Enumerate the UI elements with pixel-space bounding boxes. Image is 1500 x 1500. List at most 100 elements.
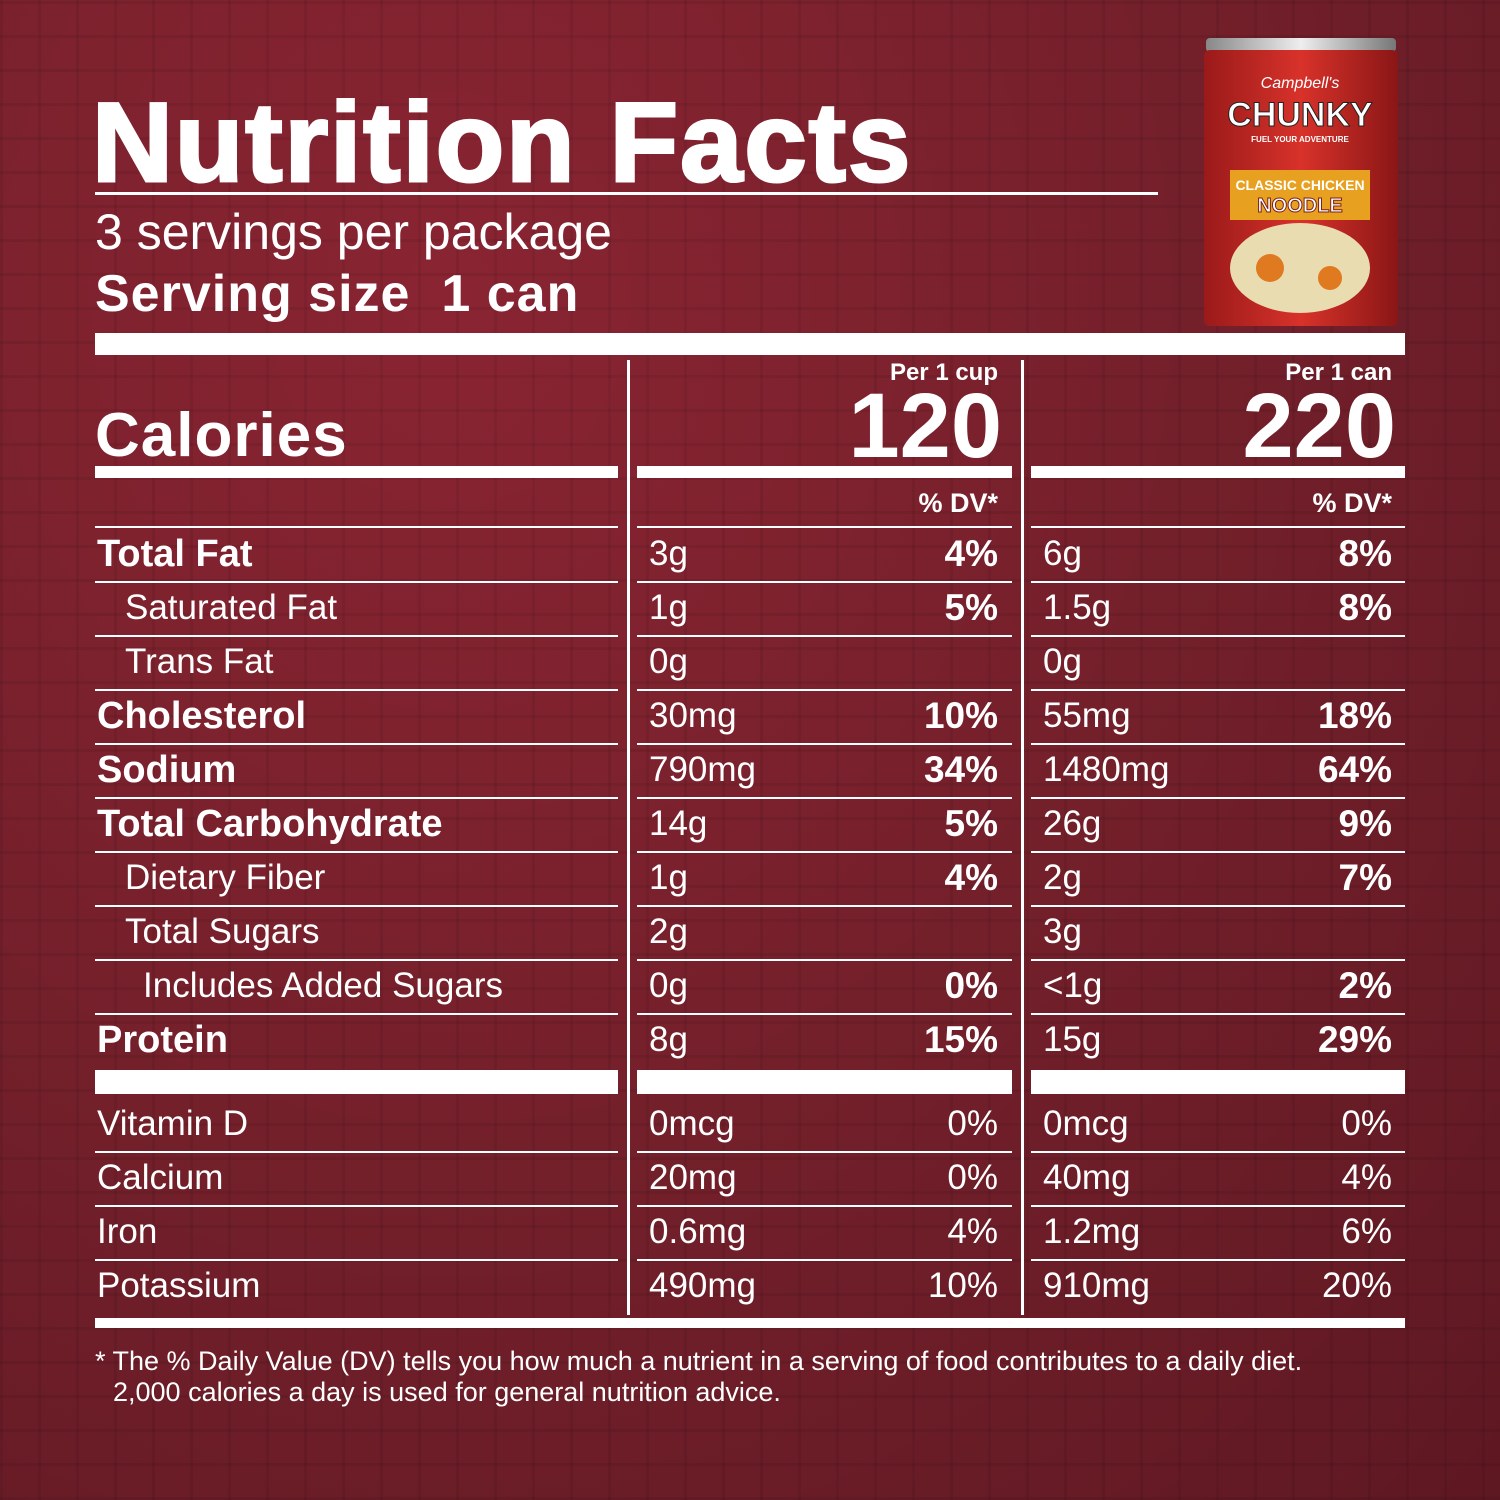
nutrient-label: Dietary Fiber (125, 858, 326, 897)
nutrient-label: Cholesterol (97, 695, 307, 737)
amount: 26g (1043, 804, 1102, 843)
daily-value: 7% (1338, 857, 1392, 898)
vitamin-label: Calcium (97, 1158, 224, 1197)
row-rule (637, 1013, 1012, 1015)
daily-value: 8% (1338, 533, 1392, 574)
row-rule (95, 689, 618, 691)
row-rule (637, 743, 1012, 745)
amount: 8g (649, 1020, 688, 1059)
nutrient-label: Sodium (97, 749, 237, 791)
row-rule (637, 1151, 1012, 1153)
footnote-line: 2,000 calories a day is used for general… (113, 1377, 781, 1407)
row-rule (95, 526, 618, 528)
can-line: CHUNKY (1227, 96, 1373, 134)
row-rule (637, 689, 1012, 691)
row-rule (637, 581, 1012, 583)
amount: 3g (1043, 912, 1082, 951)
serving-size-value: 1 can (441, 265, 580, 323)
can-banner (1230, 170, 1370, 220)
amount: 2g (649, 912, 688, 951)
amount: 0.6mg (649, 1212, 747, 1251)
row-rule (95, 635, 618, 637)
can-flavor: CLASSIC CHICKEN (1235, 177, 1364, 193)
row-rule (1031, 1151, 1405, 1153)
daily-value: 34% (923, 749, 998, 790)
row-rule (637, 1070, 1012, 1094)
amount: <1g (1043, 966, 1103, 1005)
nutrient-label: Includes Added Sugars (143, 966, 503, 1005)
row-rule (637, 466, 1012, 478)
can-carrot (1318, 266, 1342, 290)
row-rule (1031, 797, 1405, 799)
daily-value: 15% (923, 1019, 998, 1060)
row-rule (637, 526, 1012, 528)
daily-value: 9% (1338, 803, 1392, 844)
can-tagline: FUEL YOUR ADVENTURE (1251, 135, 1349, 144)
daily-value: 4% (944, 533, 998, 574)
row-rule (1031, 1205, 1405, 1207)
row-rule (637, 797, 1012, 799)
amount: 55mg (1043, 696, 1131, 735)
daily-value: 2% (1338, 965, 1392, 1006)
daily-value: 0% (947, 1158, 998, 1197)
amount: 1g (649, 858, 688, 897)
thick-rule (95, 333, 1405, 355)
amount: 20mg (649, 1158, 737, 1197)
daily-value: 5% (944, 803, 998, 844)
can-brand: Campbell's (1261, 75, 1340, 92)
row-rule (95, 466, 618, 478)
row-rule (637, 1259, 1012, 1261)
row-rule (95, 1205, 618, 1207)
bottom-rule (95, 1318, 1405, 1328)
amount: 30mg (649, 696, 737, 735)
row-rule (637, 635, 1012, 637)
amount: 2g (1043, 858, 1082, 897)
row-rule (95, 959, 618, 961)
amount: 0mcg (1043, 1104, 1129, 1143)
product-can: Campbell's CHUNKY FUEL YOUR ADVENTURE CL… (1204, 38, 1398, 326)
nutrient-label: Trans Fat (125, 642, 274, 681)
dv-header: % DV* (1312, 488, 1392, 518)
vitamin-label: Iron (97, 1212, 158, 1251)
row-rule (95, 851, 618, 853)
can-variety: NOODLE (1257, 195, 1343, 217)
row-rule (95, 797, 618, 799)
serving-size: Serving size 1 can (95, 264, 579, 324)
row-rule (1031, 1013, 1405, 1015)
amount: 1.2mg (1043, 1212, 1141, 1251)
title-rule (95, 192, 1158, 195)
daily-value: 5% (944, 587, 998, 628)
calories-value: 220 (1242, 375, 1397, 477)
amount: 790mg (649, 750, 757, 789)
row-rule (1031, 526, 1405, 528)
title: Nutrition Facts (90, 79, 913, 207)
vitamin-label: Potassium (97, 1266, 261, 1305)
row-rule (637, 851, 1012, 853)
column-header: Per 1 cup (889, 359, 998, 386)
vitamin-label: Vitamin D (97, 1104, 249, 1143)
daily-value: 64% (1317, 749, 1392, 790)
daily-value: 8% (1338, 587, 1392, 628)
daily-value: 0% (944, 965, 998, 1006)
amount: 40mg (1043, 1158, 1131, 1197)
calories-value: 120 (848, 375, 1003, 477)
amount: 0mcg (649, 1104, 735, 1143)
nutrient-label: Saturated Fat (125, 588, 338, 627)
row-rule (95, 1151, 618, 1153)
calories-label: Calories (95, 401, 348, 470)
daily-value: 20% (1321, 1266, 1392, 1305)
row-rule (95, 581, 618, 583)
amount: 3g (649, 534, 688, 573)
dv-header: % DV* (918, 488, 998, 518)
amount: 6g (1043, 534, 1082, 573)
column-divider (1021, 360, 1024, 1315)
daily-value: 18% (1317, 695, 1392, 736)
nutrient-label: Total Sugars (125, 912, 320, 951)
amount: 0g (649, 966, 688, 1005)
amount: 15g (1043, 1020, 1102, 1059)
nutrient-label: Total Fat (97, 533, 253, 575)
row-rule (95, 1259, 618, 1261)
footnote-line: * The % Daily Value (DV) tells you how m… (95, 1346, 1303, 1376)
amount: 0g (649, 642, 688, 681)
row-rule (1031, 466, 1405, 478)
